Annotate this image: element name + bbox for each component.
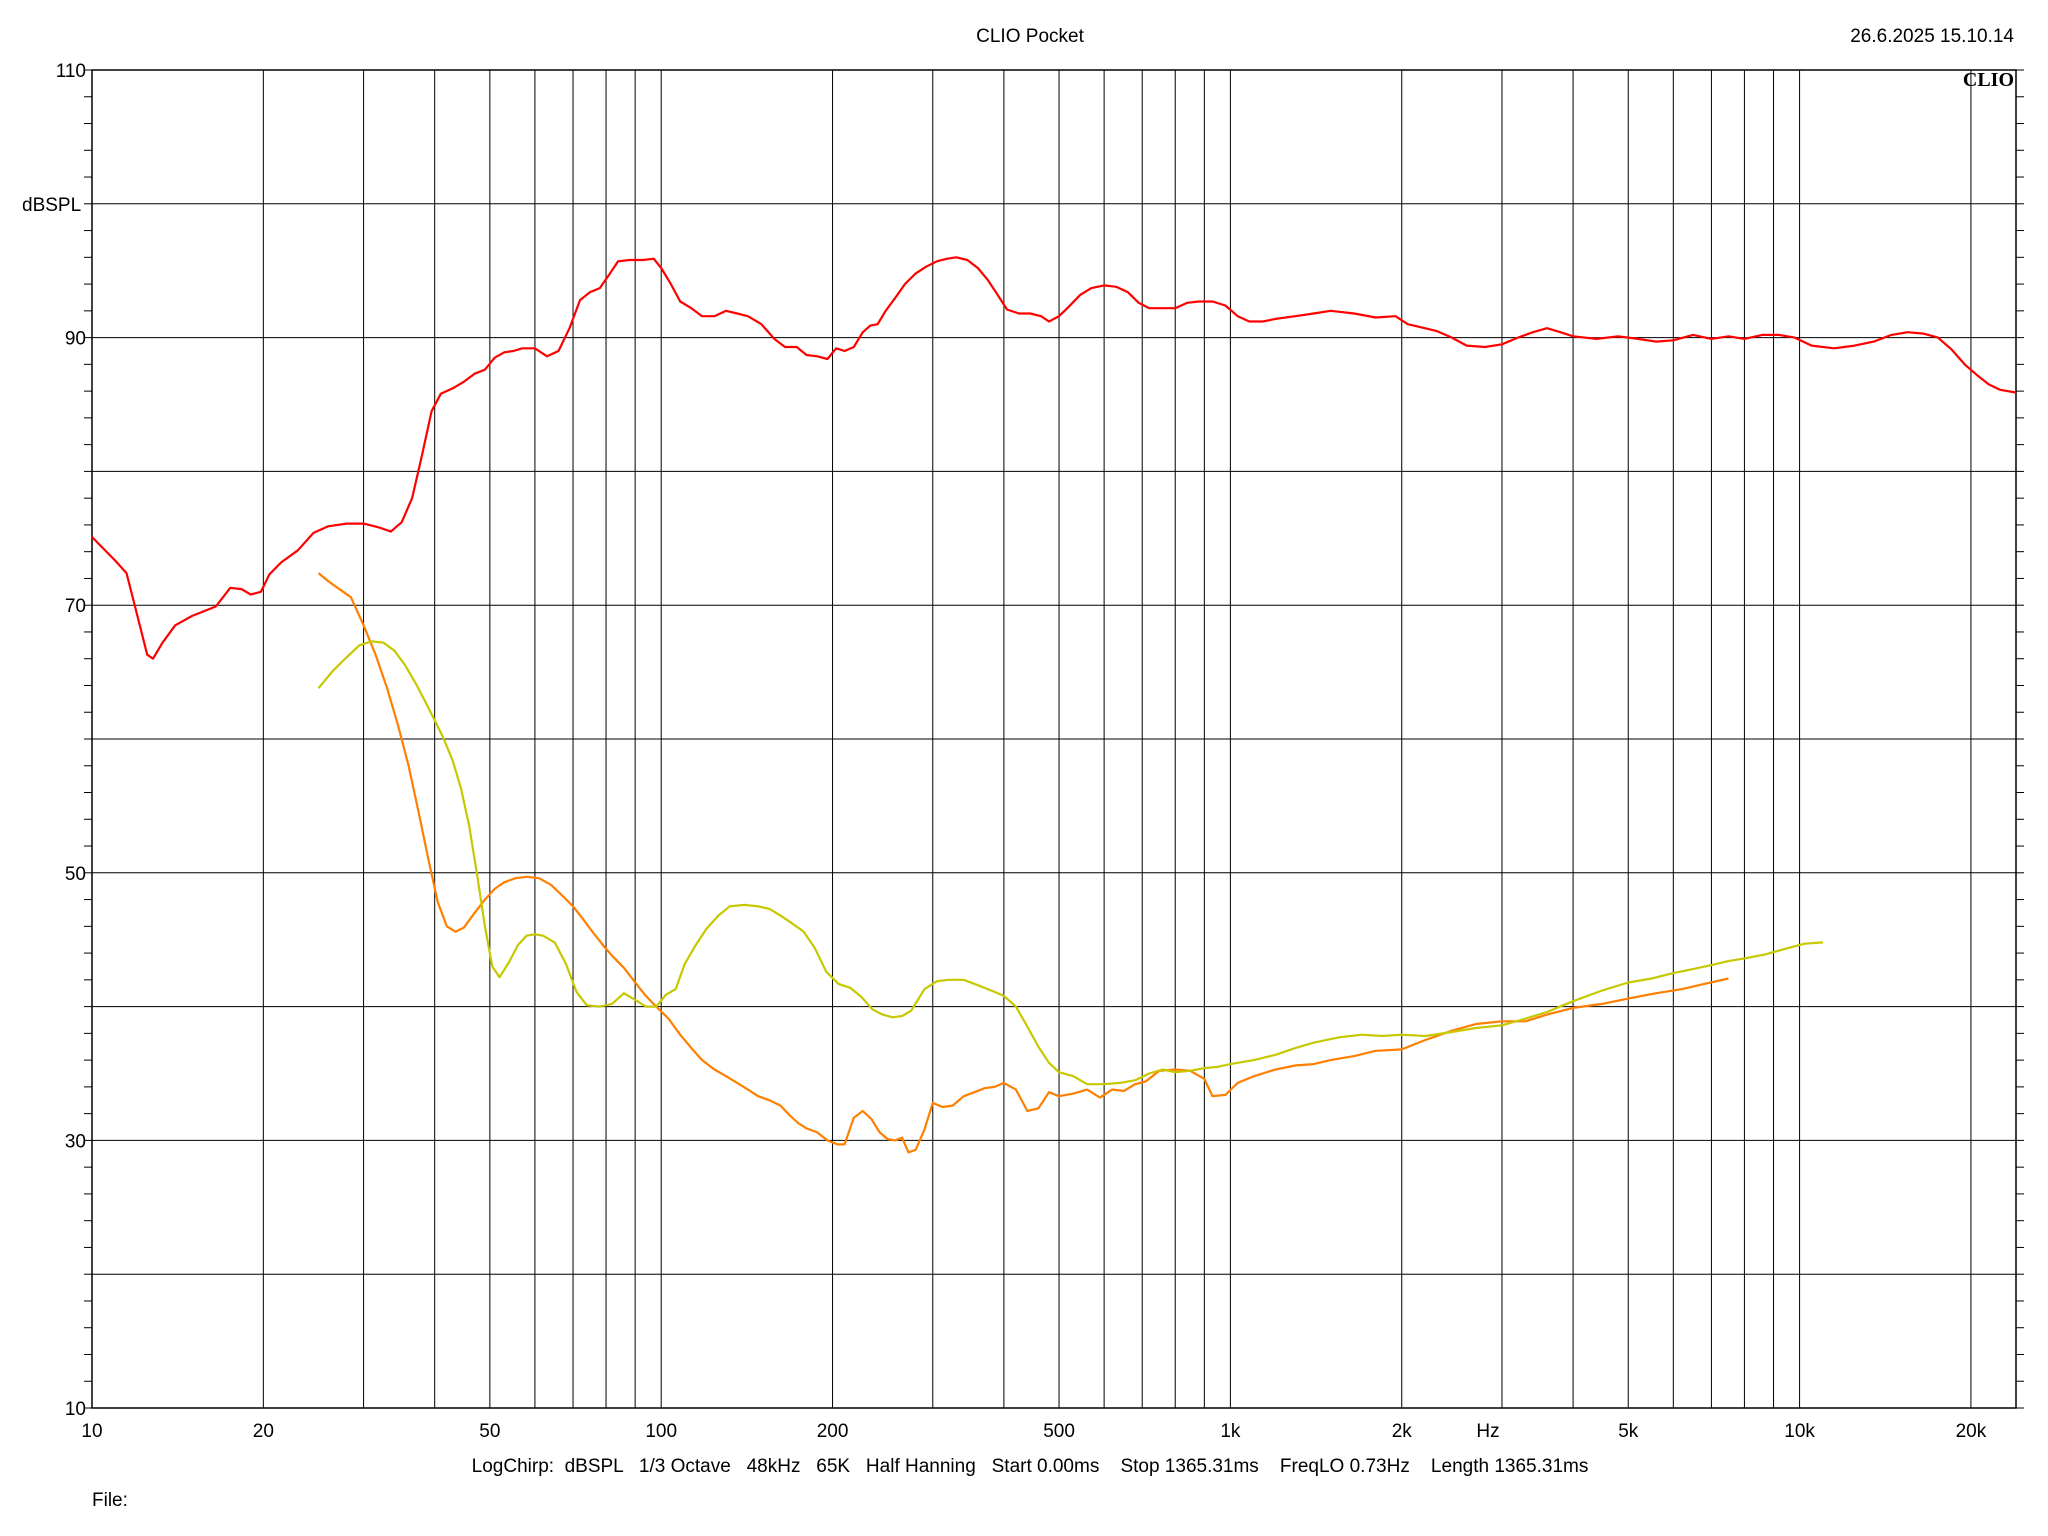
x-tick-label: 20: [253, 1421, 274, 1442]
y-tick-label: 70: [65, 596, 86, 617]
x-tick-label: 200: [817, 1421, 849, 1442]
y-tick-label: 50: [65, 864, 86, 885]
data-series: [91, 256, 2017, 1154]
y-tick-labels: 110 90 70 50 30 10: [56, 61, 86, 1420]
y-tick-label: 90: [65, 329, 86, 350]
x-tick-label: 100: [645, 1421, 677, 1442]
series-line-2: [317, 572, 1729, 1154]
x-tick-label: 1k: [1220, 1421, 1241, 1442]
x-tick-label: 500: [1043, 1421, 1075, 1442]
clio-logo: CLIO: [1963, 69, 2014, 91]
chart-title: CLIO Pocket: [976, 26, 1084, 47]
y-axis-label: dBSPL: [22, 195, 81, 216]
y-tick-label: 10: [65, 1399, 86, 1420]
y-tick-label: 110: [56, 61, 86, 82]
series-line-1: [91, 256, 2017, 660]
x-tick-labels: 10 20 50 100 200 500 1k 2k 5k 10k 20k: [81, 1421, 1986, 1442]
x-tick-label: 10: [81, 1421, 102, 1442]
y-tick-label: 30: [65, 1131, 86, 1152]
y-minor-ticks: [84, 69, 2024, 1409]
measurement-settings: LogChirp: dBSPL 1/3 Octave 48kHz 65K Hal…: [472, 1456, 1589, 1477]
x-tick-label: 20k: [1956, 1421, 1987, 1442]
file-label: File:: [92, 1490, 128, 1511]
x-tick-label: 5k: [1618, 1421, 1639, 1442]
x-tick-label: 2k: [1392, 1421, 1413, 1442]
grid-lines: [92, 70, 2016, 1408]
timestamp: 26.6.2025 15.10.14: [1850, 26, 2014, 47]
x-axis-label: Hz: [1476, 1421, 1499, 1442]
x-tick-label: 50: [479, 1421, 500, 1442]
x-tick-label: 10k: [1784, 1421, 1815, 1442]
series-line-3: [317, 640, 1824, 1086]
